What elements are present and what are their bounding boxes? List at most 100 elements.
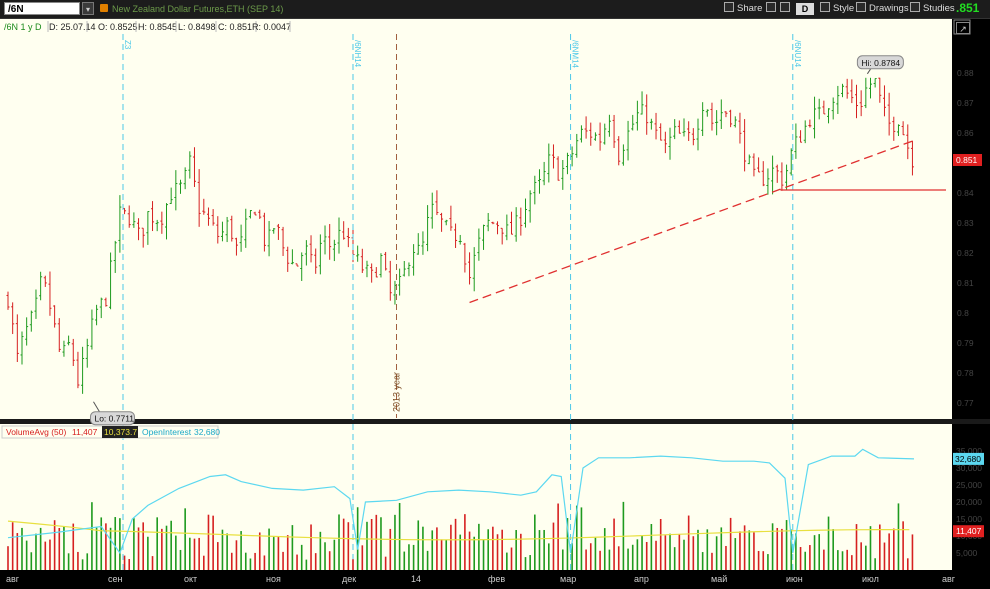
volume-bar (645, 541, 648, 570)
volume-bar (412, 544, 415, 570)
volume-bar (664, 535, 667, 570)
volume-panel-bg (0, 424, 952, 570)
print-button[interactable] (766, 2, 779, 16)
volume-avg-line (7, 520, 910, 541)
volume-bar (580, 507, 583, 570)
lo-bubble (89, 411, 135, 426)
volume-bar (599, 550, 601, 570)
volume-bar (30, 552, 33, 570)
volume-bar (81, 559, 84, 570)
event-label: Z3 (123, 40, 132, 50)
aggregation-button[interactable]: D (796, 3, 814, 15)
volume-bar (305, 559, 308, 570)
volume-bar (911, 534, 914, 570)
trendline[interactable] (469, 139, 915, 304)
volume-bar (860, 542, 862, 570)
x-tick-label: мар (560, 574, 576, 584)
volume-bar (35, 533, 37, 570)
volume-bar (506, 552, 508, 570)
info-open: O: 0.8525 (98, 22, 138, 32)
info-high: H: 0.8545 (138, 22, 177, 32)
x-tick-label: авг (942, 574, 956, 584)
volume-bar (855, 524, 858, 570)
share-button[interactable]: Share (724, 2, 762, 16)
volume-bar (198, 537, 200, 570)
volume-badge-label: 11,407 (956, 526, 982, 536)
legend-oi-value: 32,680 (194, 427, 220, 437)
volume-bar (380, 517, 382, 570)
legend-volume-name: VolumeAvg (50) (6, 427, 66, 437)
volume-bar (277, 536, 280, 570)
volume-bar (105, 523, 107, 570)
studies-button[interactable]: Studies (910, 2, 955, 16)
info-date: D: 25.07.14 (49, 22, 96, 32)
volume-bar (813, 535, 816, 570)
x-tick-label: июл (862, 574, 879, 584)
volume-bar (338, 514, 340, 570)
volume-bar (137, 527, 140, 570)
volume-bar (636, 539, 639, 570)
studies-label: Studies (923, 3, 955, 14)
volume-bar (697, 529, 699, 570)
volume-bar (711, 552, 713, 570)
symbol-dropdown-button[interactable]: ▾ (82, 2, 94, 15)
volume-bar (128, 559, 131, 570)
volume-bar (161, 528, 163, 570)
symbol-input[interactable]: /6N (4, 2, 80, 15)
price-tick-label: 0.84 (957, 188, 974, 198)
x-tick-label: авг (6, 574, 20, 584)
volume-bar (701, 552, 704, 570)
volume-bar (692, 536, 695, 570)
volume-bar (865, 545, 867, 570)
volume-bar (133, 518, 135, 570)
drawings-label: Drawings (869, 3, 909, 14)
drawings-button[interactable]: Drawings (856, 2, 909, 16)
volume-bar (832, 529, 834, 570)
volume-bar (795, 533, 797, 570)
volume-bar (203, 555, 205, 570)
volume-bar (21, 527, 23, 570)
volume-bar (818, 534, 821, 570)
volume-bar (389, 528, 392, 570)
pencil-icon (856, 2, 866, 12)
volume-bar (683, 539, 685, 570)
volume-bar (538, 530, 541, 570)
volume-bar (534, 514, 536, 570)
last-price-label: 0.851 (956, 155, 978, 165)
settings-button[interactable] (780, 2, 793, 16)
volume-bar (319, 531, 322, 570)
expand-icon[interactable] (953, 19, 971, 35)
volume-bar (748, 530, 751, 570)
volume-bar (902, 521, 904, 570)
volume-bar (422, 526, 424, 570)
volume-bar (454, 518, 457, 570)
volume-bar (296, 554, 298, 570)
volume-bar (725, 545, 727, 570)
volume-bar (249, 558, 252, 570)
volume-bar (827, 516, 830, 570)
volume-bar (561, 549, 564, 570)
price-panel-bg (0, 34, 952, 419)
volume-bar (837, 550, 839, 570)
volume-bar (557, 503, 559, 570)
volume-bar (333, 539, 336, 570)
hi-bubble (856, 55, 904, 70)
volume-bar (799, 547, 802, 570)
volume-bar (300, 544, 303, 570)
price-tick-label: 0.88 (957, 68, 974, 78)
volume-bar (706, 529, 709, 570)
volume-bar (753, 532, 755, 570)
volume-bar (669, 533, 671, 570)
style-button[interactable]: Style (820, 2, 854, 16)
volume-bar (869, 526, 872, 570)
volume-bar (543, 529, 545, 570)
volume-bars (7, 501, 914, 570)
volume-bar (268, 528, 270, 570)
flag-icon[interactable] (100, 4, 108, 12)
volume-bar (417, 520, 420, 570)
price-tick-label: 0.8 (957, 308, 969, 318)
share-label: Share (737, 3, 763, 14)
event-label: /6NH14 (353, 40, 362, 68)
wrench-icon (780, 2, 790, 12)
volume-bar (403, 551, 406, 570)
